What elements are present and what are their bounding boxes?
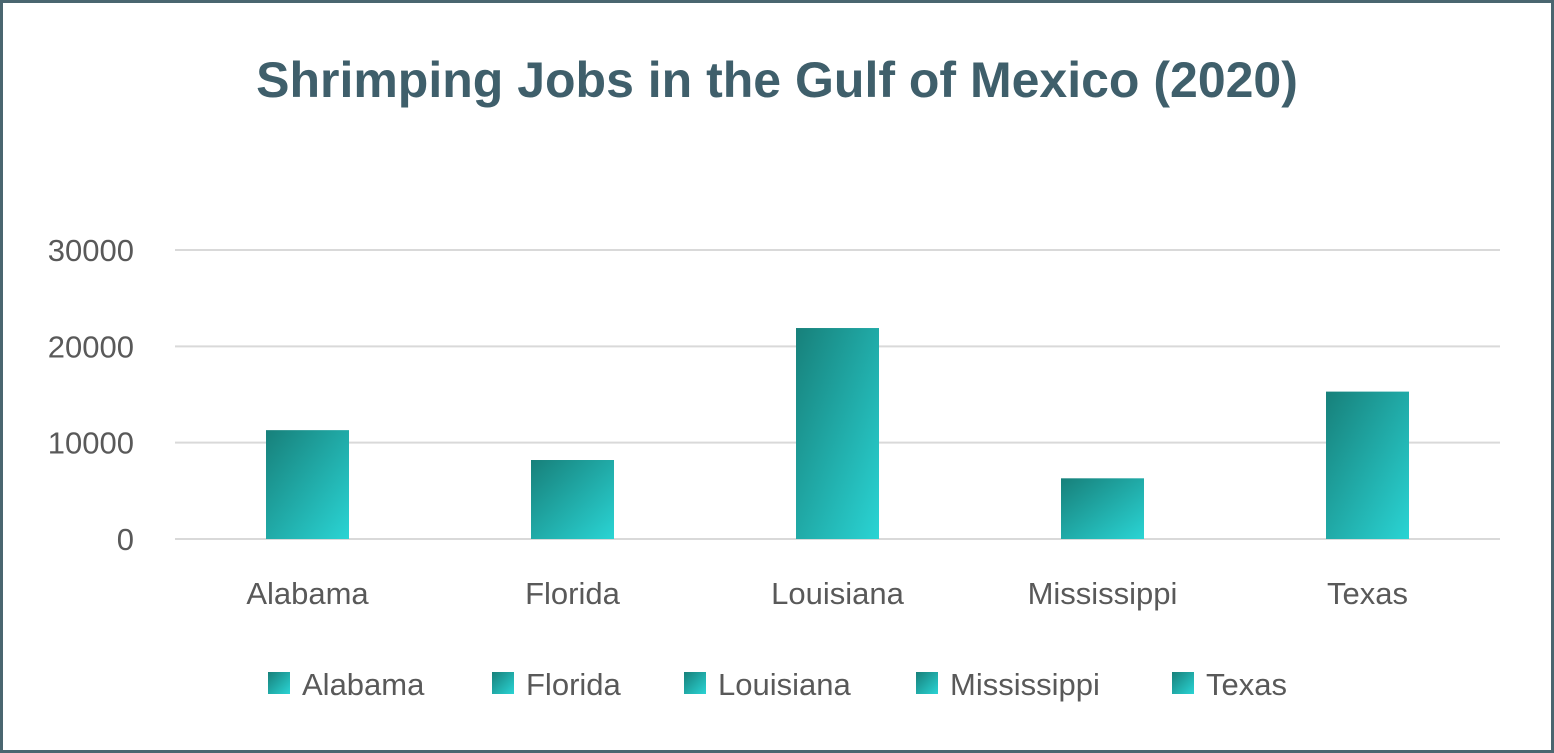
legend-label: Alabama	[302, 667, 425, 702]
x-category-label: Mississippi	[1028, 576, 1178, 611]
legend-label: Florida	[526, 667, 622, 702]
legend-swatch	[492, 672, 514, 694]
bar-louisiana	[796, 328, 879, 539]
x-category-label: Florida	[525, 576, 621, 611]
bar-texas	[1326, 391, 1409, 539]
legend-swatch	[916, 672, 938, 694]
legend-label: Mississippi	[950, 667, 1100, 702]
y-tick-label: 10000	[48, 426, 134, 461]
chart-title: Shrimping Jobs in the Gulf of Mexico (20…	[256, 52, 1298, 108]
legend: Alabama Florida Louisiana Mississippi Texas	[268, 667, 1287, 702]
legend-label: Texas	[1206, 667, 1287, 702]
bars	[266, 328, 1409, 539]
y-tick-label: 20000	[48, 329, 134, 364]
x-category-label: Louisiana	[771, 576, 904, 611]
legend-swatch	[1172, 672, 1194, 694]
y-tick-label: 0	[117, 522, 134, 557]
y-tick-label: 30000	[48, 233, 134, 268]
legend-swatch	[268, 672, 290, 694]
bar-alabama	[266, 430, 349, 539]
legend-label: Louisiana	[718, 667, 851, 702]
bar-mississippi	[1061, 478, 1144, 539]
bar-florida	[531, 460, 614, 539]
y-axis-tick-labels: 0 10000 20000 30000	[48, 233, 134, 557]
x-category-label: Alabama	[246, 576, 369, 611]
x-axis-category-labels: Alabama Florida Louisiana Mississippi Texas	[246, 576, 1408, 611]
x-category-label: Texas	[1327, 576, 1408, 611]
legend-swatch	[684, 672, 706, 694]
